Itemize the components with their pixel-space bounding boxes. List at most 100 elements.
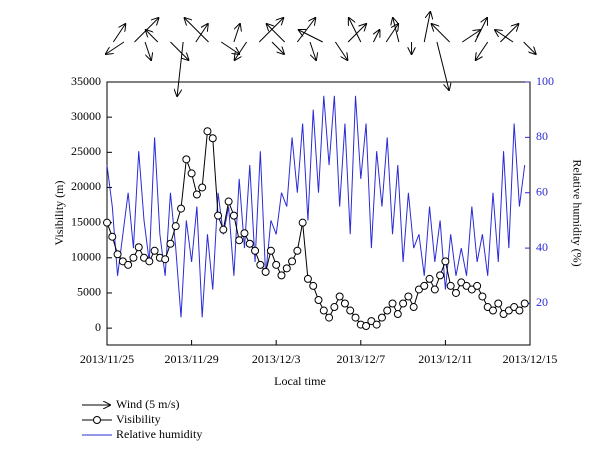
data-point (150, 246, 159, 255)
data-point (235, 236, 244, 245)
data-point (388, 299, 397, 308)
data-point (399, 299, 408, 308)
wind-arrow (373, 30, 379, 43)
x-tick-label: 2013/11/29 (164, 352, 218, 366)
wind-arrow (271, 41, 284, 54)
data-point (282, 264, 291, 273)
wind-arrow (144, 41, 151, 60)
data-point (261, 267, 270, 276)
data-point (171, 222, 180, 231)
wind-arrow (462, 30, 480, 43)
y-tick-label: 0 (95, 320, 101, 334)
data-point (303, 274, 312, 283)
data-point (266, 246, 275, 255)
data-point (330, 303, 339, 312)
y-tick-label: 20000 (71, 179, 101, 193)
data-point (383, 306, 392, 315)
wind-arrow (106, 41, 125, 54)
data-point (203, 127, 212, 136)
data-point (214, 211, 223, 220)
wind-arrow (393, 18, 400, 43)
data-point (340, 299, 349, 308)
wind-arrow (476, 41, 489, 60)
y2-tick-label: 80 (536, 129, 548, 143)
legend-label: Visibility (116, 412, 161, 426)
data-point (288, 257, 297, 266)
series-line (106, 95, 526, 318)
y-tick-label: 25000 (71, 144, 101, 158)
wind-arrow (195, 24, 208, 43)
data-point (451, 288, 460, 297)
wind-arrow (185, 18, 209, 43)
data-point (298, 218, 307, 227)
data-point (166, 239, 175, 248)
wind-arrow (347, 24, 366, 43)
data-point (325, 313, 334, 322)
data-point (187, 169, 196, 178)
data-point (103, 218, 111, 227)
wind-arrow (523, 41, 536, 54)
data-point (478, 292, 487, 301)
wind-arrow (177, 41, 184, 96)
wind-arrow (309, 41, 316, 60)
data-point (393, 310, 402, 319)
wind-arrow (296, 18, 315, 43)
wind-arrow (146, 30, 159, 43)
data-point (293, 246, 302, 255)
data-point (319, 306, 328, 315)
wind-arrow (170, 41, 188, 60)
data-point (494, 299, 503, 308)
data-point (430, 285, 439, 294)
wind-arrow (385, 24, 398, 43)
data-point (277, 271, 286, 280)
x-tick-label: 2013/12/7 (336, 352, 385, 366)
y2-tick-label: 60 (536, 184, 548, 198)
data-point (436, 271, 445, 280)
x-tick-label: 2013/11/25 (80, 352, 134, 366)
y-tick-label: 5000 (77, 285, 101, 299)
data-point (473, 281, 482, 290)
series-line (106, 129, 526, 327)
y2-tick-label: 40 (536, 240, 548, 254)
data-point (229, 211, 238, 220)
data-point (314, 295, 323, 304)
wind-arrow (335, 41, 347, 60)
y2-axis-label: Relative humidity (%) (570, 159, 584, 266)
data-point (372, 320, 381, 329)
data-point (245, 239, 254, 248)
wind-arrow (220, 41, 239, 54)
data-point (488, 306, 497, 315)
data-point (346, 306, 355, 315)
data-point (161, 255, 170, 264)
data-point (208, 134, 217, 143)
data-point (182, 155, 191, 164)
data-point (134, 243, 143, 252)
data-point (446, 281, 455, 290)
data-point (145, 257, 154, 266)
data-point (198, 183, 207, 192)
wind-arrow (432, 24, 450, 43)
data-point (177, 204, 186, 213)
data-point (272, 260, 281, 269)
data-point (515, 306, 524, 315)
data-point (520, 299, 529, 308)
legend-label: Wind (5 m/s) (116, 397, 180, 411)
wind-arrow (299, 30, 323, 43)
data-point (377, 313, 386, 322)
data-point (251, 246, 260, 255)
data-point (309, 281, 318, 290)
wind-arrow (134, 18, 158, 43)
y-tick-label: 35000 (71, 74, 101, 88)
data-point (124, 260, 133, 269)
data-point (224, 197, 233, 206)
y2-tick-label: 20 (536, 295, 548, 309)
wind-arrow (112, 24, 125, 43)
legend-label: Relative humidity (116, 427, 202, 441)
data-point (240, 229, 249, 238)
wind-arrow (258, 18, 283, 43)
x-tick-label: 2013/12/3 (252, 352, 301, 366)
y-tick-label: 15000 (71, 214, 101, 228)
wind-arrow (474, 18, 487, 43)
legend-visibility-marker (93, 416, 101, 424)
